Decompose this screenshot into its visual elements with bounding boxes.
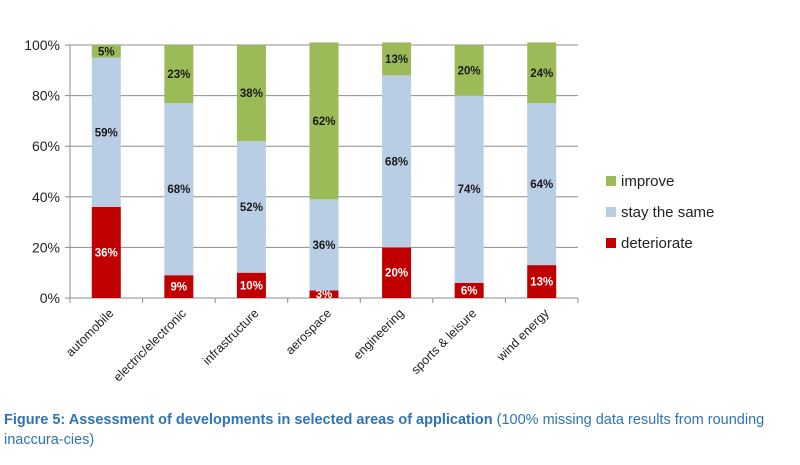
bar-segment-improve xyxy=(236,45,266,142)
x-tick-label: wind energy xyxy=(494,306,553,365)
y-tick-label: 80% xyxy=(32,88,60,104)
data-label: 3% xyxy=(316,289,333,301)
bar-segment-deteriorate xyxy=(527,265,557,298)
data-label: 13% xyxy=(385,54,408,66)
x-tick-label: sports & leisure xyxy=(408,306,479,377)
data-label: 5% xyxy=(98,46,115,58)
data-label: 9% xyxy=(171,282,188,294)
bar-segment-deteriorate xyxy=(309,290,339,298)
data-label: 38% xyxy=(240,88,263,100)
bar-segment-stay-the-same xyxy=(236,141,266,273)
stacked-bar-chart: 0% 20% 40% 60% 80% 100% 36% 59% 5% automobile 9% 68… xyxy=(24,37,714,384)
y-tick-label: 0% xyxy=(40,290,60,306)
data-label: 68% xyxy=(167,184,190,196)
data-label: 68% xyxy=(385,156,408,168)
y-tick-label: 60% xyxy=(32,138,60,154)
bar-segment-stay-the-same xyxy=(91,57,121,207)
data-label: 6% xyxy=(461,285,478,297)
x-tick-label: engineering xyxy=(351,306,407,362)
bar-segment-stay-the-same xyxy=(309,199,339,291)
data-label: 20% xyxy=(458,65,481,77)
legend-label: stay the same xyxy=(621,204,714,221)
bar-segment-deteriorate xyxy=(382,247,412,298)
bar-segment-stay-the-same xyxy=(527,103,557,266)
legend-swatch xyxy=(606,176,616,186)
data-label: 52% xyxy=(240,202,263,214)
data-label: 24% xyxy=(530,68,553,80)
y-tick-label: 20% xyxy=(32,239,60,255)
data-label: 62% xyxy=(312,116,335,128)
bar-segment-stay-the-same xyxy=(454,95,484,283)
x-tick-label: aerospace xyxy=(283,306,334,357)
bar-segment-improve xyxy=(382,42,412,76)
data-label: 74% xyxy=(458,184,481,196)
data-label: 23% xyxy=(167,69,190,81)
bar-segment-improve xyxy=(309,42,339,200)
bar-segment-improve xyxy=(527,42,557,104)
legend-label: deteriorate xyxy=(621,235,693,252)
legend-label: improve xyxy=(621,173,674,190)
caption-lead: Figure 5: Assessment of developments in … xyxy=(4,412,493,428)
y-tick-label: 40% xyxy=(32,189,60,205)
figure-caption: Figure 5: Assessment of developments in … xyxy=(4,410,794,450)
legend-swatch xyxy=(606,238,616,248)
bar-segment-deteriorate xyxy=(454,282,484,298)
x-tick-label: electric/electronic xyxy=(111,306,189,384)
bar-segment-improve xyxy=(91,45,121,58)
bar-segment-deteriorate xyxy=(236,272,266,298)
data-label: 64% xyxy=(530,179,553,191)
y-tick-label: 100% xyxy=(24,37,60,53)
data-label: 13% xyxy=(530,277,553,289)
bar-segment-deteriorate xyxy=(164,275,194,298)
legend-swatch xyxy=(606,207,616,217)
data-label: 36% xyxy=(95,247,118,259)
bar-segment-stay-the-same xyxy=(382,75,412,248)
data-label: 59% xyxy=(95,127,118,139)
data-label: 10% xyxy=(240,280,263,292)
bar-segment-deteriorate xyxy=(91,206,121,298)
x-tick-label: automobile xyxy=(63,306,116,359)
bar-segment-stay-the-same xyxy=(164,103,194,276)
bar-segment-improve xyxy=(164,45,194,104)
bar-segment-improve xyxy=(454,45,484,96)
x-tick-label: infrastructure xyxy=(200,306,262,368)
data-label: 20% xyxy=(385,268,408,280)
caption-note: (100% missing data results from rounding… xyxy=(4,412,765,448)
data-label: 36% xyxy=(312,240,335,252)
